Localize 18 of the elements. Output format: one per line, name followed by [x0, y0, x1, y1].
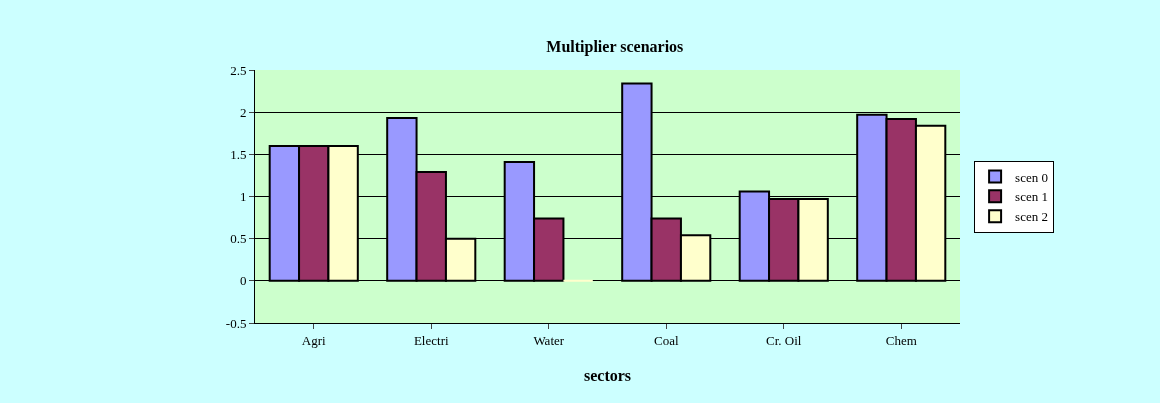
x-tick-label: Electri — [413, 332, 449, 348]
x-tick-label: Chem — [885, 332, 917, 348]
legend-label: scen 1 — [1015, 189, 1048, 205]
x-tick-label: Cr. Oil — [766, 332, 802, 348]
y-tick-label: 2 — [239, 104, 247, 120]
y-tick-label: 1 — [239, 189, 247, 205]
y-tick-label: 0.5 — [230, 231, 247, 247]
legend-label: scen 2 — [1015, 209, 1048, 225]
chart-title: Multiplier scenarios — [546, 37, 684, 56]
y-tick-label: 2.5 — [230, 62, 247, 78]
x-tick-label: Coal — [653, 332, 679, 348]
x-axis-title: sectors — [583, 367, 632, 384]
x-tick-label: Agri — [301, 332, 327, 348]
legend-label: scen 0 — [1015, 169, 1048, 185]
y-tick-label: 0 — [239, 273, 247, 289]
y-tick-label: -0.5 — [225, 315, 247, 331]
y-tick-label: 1.5 — [230, 146, 247, 162]
x-tick-label: Water — [533, 332, 565, 348]
